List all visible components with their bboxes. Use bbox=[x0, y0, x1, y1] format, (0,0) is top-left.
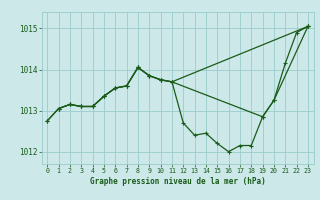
X-axis label: Graphe pression niveau de la mer (hPa): Graphe pression niveau de la mer (hPa) bbox=[90, 177, 266, 186]
